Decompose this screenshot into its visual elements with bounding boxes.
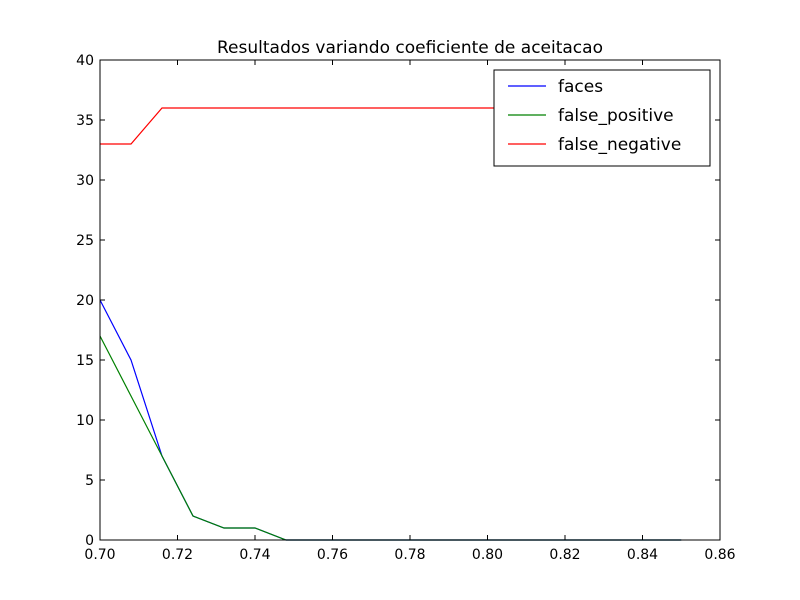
x-tick-label: 0.72 [162,547,193,563]
y-tick-label: 10 [76,413,94,429]
x-tick-label: 0.84 [627,547,658,563]
legend-label: false_negative [558,135,681,155]
x-tick-label: 0.74 [239,547,270,563]
y-tick-label: 20 [76,293,94,309]
y-tick-label: 0 [85,533,94,549]
ticks-layer: 0.70 0.72 0.74 0.76 0.78 0.80 0.82 0.84 0.86 0 5 10… [76,53,736,563]
x-tick-label: 0.82 [549,547,580,563]
y-tick-label: 25 [76,233,94,249]
legend-label: false_positive [558,106,674,126]
x-tick-label: 0.78 [394,547,425,563]
y-tick-label: 15 [76,353,94,369]
y-tick-label: 35 [76,113,94,129]
legend: faces false_positive false_negative [493,69,711,167]
x-tick-label: 0.76 [317,547,348,563]
x-tick-label: 0.80 [472,547,503,563]
x-tick-label: 0.70 [84,547,115,563]
y-tick-label: 40 [76,53,94,69]
plot-area: 0.70 0.72 0.74 0.76 0.78 0.80 0.82 0.84 0.86 0 5 10… [76,53,736,563]
x-tick-label: 0.86 [704,547,735,563]
chart-title: Resultados variando coeficiente de aceit… [217,38,603,58]
y-tick-label: 30 [76,173,94,189]
legend-label: faces [558,77,603,97]
y-tick-label: 5 [85,473,94,489]
